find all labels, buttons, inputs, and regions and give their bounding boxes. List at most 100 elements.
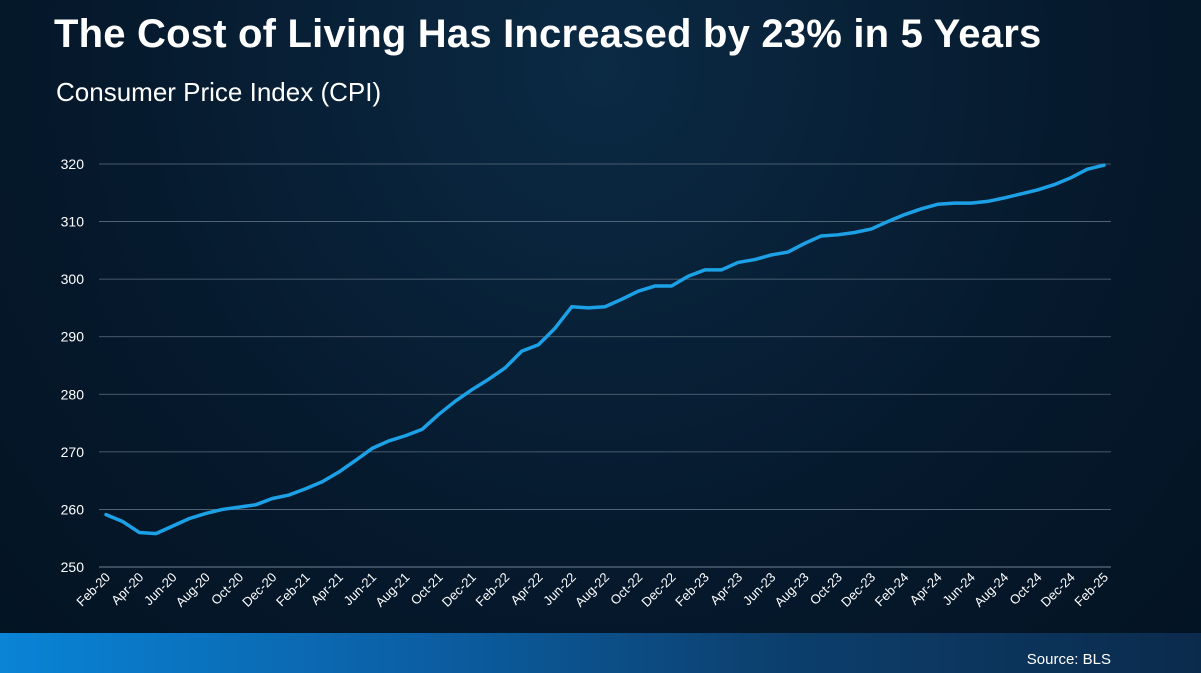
x-tick-label: Dec-22 <box>638 570 678 610</box>
data-point <box>936 202 940 206</box>
x-axis-ticks: Feb-20Apr-20Jun-20Aug-20Oct-20Dec-20Feb-… <box>73 570 1111 610</box>
data-point <box>952 201 956 205</box>
data-point <box>1019 192 1023 196</box>
data-point <box>121 520 125 523</box>
data-point <box>204 512 208 515</box>
x-tick-label: Feb-23 <box>672 570 712 610</box>
x-tick-label: Aug-24 <box>971 570 1011 610</box>
data-point <box>753 258 757 261</box>
data-point <box>769 253 773 257</box>
data-point <box>171 524 174 528</box>
y-tick-label: 270 <box>61 444 85 460</box>
x-tick-label: Oct-20 <box>208 570 246 608</box>
data-point <box>1036 188 1039 192</box>
x-tick-label: Apr-24 <box>907 570 945 608</box>
data-point <box>703 268 707 272</box>
y-tick-label: 320 <box>61 156 85 172</box>
data-point <box>104 513 108 517</box>
x-tick-label: Dec-21 <box>439 570 479 610</box>
data-point <box>786 250 790 254</box>
x-tick-label: Jun-20 <box>141 570 180 609</box>
x-tick-label: Aug-21 <box>372 570 412 610</box>
y-tick-label: 310 <box>61 214 85 230</box>
y-tick-label: 260 <box>61 501 85 517</box>
data-point <box>919 207 923 211</box>
data-point <box>470 388 474 392</box>
data-point <box>221 508 224 511</box>
data-point <box>254 503 258 507</box>
data-point <box>453 399 457 403</box>
data-point <box>137 531 141 534</box>
data-point <box>553 326 557 330</box>
x-tick-label: Oct-22 <box>607 570 645 608</box>
data-point <box>1052 183 1056 187</box>
x-tick-label: Aug-23 <box>771 570 811 610</box>
data-point <box>270 497 274 500</box>
data-point <box>520 349 524 353</box>
series-line-0 <box>104 163 1106 536</box>
data-point <box>187 517 191 521</box>
source-label: Source: BLS <box>1026 651 1111 668</box>
y-tick-label: 300 <box>61 271 85 287</box>
x-tick-label: Feb-22 <box>473 570 513 610</box>
data-point <box>354 459 357 462</box>
x-tick-label: Feb-25 <box>1071 570 1111 610</box>
x-tick-label: Jun-23 <box>740 570 779 609</box>
x-tick-label: Oct-21 <box>408 570 446 608</box>
x-tick-label: Apr-20 <box>108 570 146 608</box>
x-tick-label: Feb-20 <box>73 570 113 610</box>
y-tick-label: 280 <box>61 386 85 402</box>
data-point <box>387 439 391 443</box>
chart-subtitle: Consumer Price Index (CPI) <box>56 77 382 107</box>
data-point <box>437 413 441 416</box>
data-point <box>586 306 590 310</box>
chart-title: The Cost of Living Has Increased by 23% … <box>54 12 1042 56</box>
series-layer <box>104 163 1106 536</box>
data-point <box>603 305 607 309</box>
data-point <box>154 532 158 536</box>
data-point <box>537 343 540 347</box>
data-point <box>237 505 241 509</box>
data-point <box>686 274 690 278</box>
data-point <box>404 434 407 438</box>
data-point <box>1085 167 1089 171</box>
gridlines <box>99 163 1111 568</box>
data-point <box>986 200 989 203</box>
data-point <box>836 233 840 237</box>
footer-bar <box>0 633 1201 673</box>
data-point <box>370 447 374 450</box>
x-tick-label: Aug-22 <box>572 570 612 610</box>
y-tick-label: 250 <box>61 559 85 575</box>
data-point <box>853 231 856 234</box>
x-tick-label: Dec-20 <box>239 570 279 610</box>
data-point <box>969 201 973 205</box>
data-point <box>487 377 490 381</box>
data-point <box>670 284 673 288</box>
x-tick-label: Feb-24 <box>872 570 912 610</box>
data-point <box>886 220 890 223</box>
data-point <box>320 480 324 484</box>
data-point <box>903 213 906 217</box>
data-point <box>1002 196 1006 200</box>
data-point <box>620 297 624 301</box>
x-tick-label: Apr-23 <box>707 570 745 608</box>
data-point <box>819 234 823 238</box>
x-tick-label: Dec-24 <box>1038 570 1078 610</box>
data-point <box>570 305 574 309</box>
x-tick-label: Jun-21 <box>341 570 380 609</box>
data-point <box>1069 176 1073 180</box>
x-tick-label: Feb-21 <box>273 570 313 610</box>
data-point <box>869 227 873 231</box>
x-tick-label: Oct-24 <box>1006 570 1044 608</box>
data-point <box>420 428 424 431</box>
data-point <box>736 261 740 264</box>
x-tick-label: Dec-23 <box>838 570 878 610</box>
data-point <box>1102 163 1106 167</box>
data-point <box>653 284 657 288</box>
y-axis-ticks: 250 260 270 280 290 300 310 320 <box>61 156 85 575</box>
data-point <box>287 493 291 497</box>
x-tick-label: Jun-24 <box>939 570 978 609</box>
data-point <box>636 289 640 293</box>
data-point <box>720 268 723 272</box>
